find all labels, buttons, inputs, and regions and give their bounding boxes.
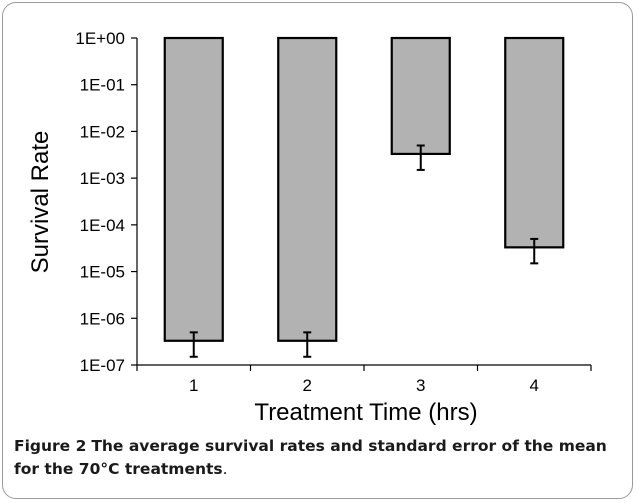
survival-rate-chart: 1E+00 1E-01 1E-02 1E-03 1E-04 1E-05 1E-06 1E-07… — [27, 29, 592, 426]
y-tick-label: 1E-03 — [80, 169, 125, 188]
x-tick-label: 2 — [303, 376, 312, 395]
figure-caption: Figure 2 The average survival rates and … — [14, 435, 620, 481]
bar — [390, 36, 451, 156]
caption-text: The average survival rates and standard … — [14, 437, 607, 478]
x-tick-label: 1 — [189, 376, 198, 395]
x-axis: 1 2 3 4 Treatment Time (hrs) — [136, 364, 592, 426]
caption-end: . — [222, 460, 228, 478]
y-tick-label: 1E-01 — [80, 76, 125, 95]
y-tick-label: 1E-07 — [80, 356, 125, 375]
y-tick-label: 1E-06 — [80, 309, 125, 328]
caption-label: Figure 2 — [14, 437, 87, 455]
y-axis: 1E+00 1E-01 1E-02 1E-03 1E-04 1E-05 1E-06 1E-07… — [27, 29, 138, 375]
x-tick-label: 3 — [416, 376, 425, 395]
y-tick-label: 1E-05 — [80, 263, 125, 282]
bar — [163, 36, 224, 342]
y-axis-label: Survival Rate — [27, 131, 54, 274]
y-tick-label: 1E-02 — [80, 122, 125, 141]
error-bars-group — [189, 144, 539, 358]
bar — [504, 36, 565, 249]
x-axis-label: Treatment Time (hrs) — [254, 399, 477, 426]
y-tick-label: 1E-04 — [80, 216, 125, 235]
y-tick-label: 1E+00 — [75, 29, 125, 48]
bar — [277, 36, 338, 342]
bars-group — [163, 36, 565, 342]
x-tick-label: 4 — [530, 376, 539, 395]
